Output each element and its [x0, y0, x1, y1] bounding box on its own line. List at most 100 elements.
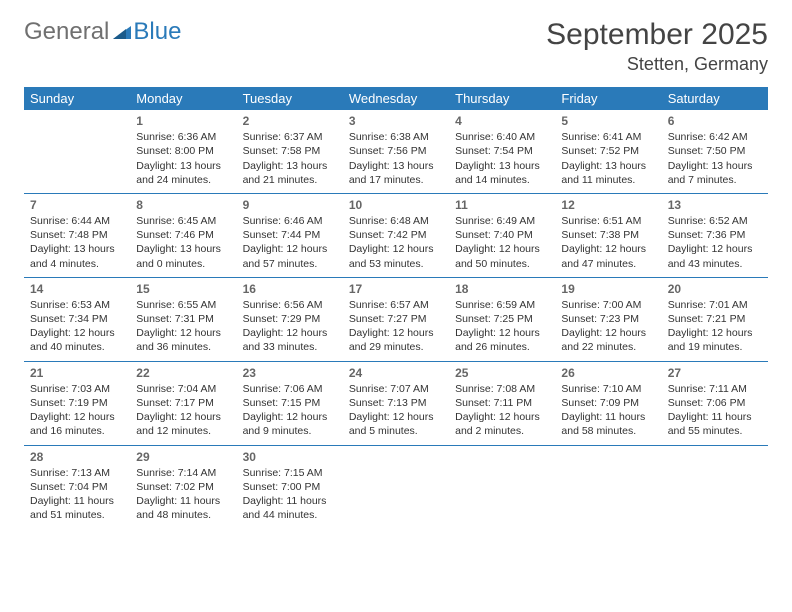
day-info-line: Sunset: 7:27 PM — [349, 312, 443, 326]
logo-triangle-icon — [113, 23, 131, 44]
calendar-empty — [555, 445, 661, 528]
day-info-line: Sunrise: 6:55 AM — [136, 298, 230, 312]
day-number: 24 — [349, 365, 443, 381]
day-info-line: Sunset: 7:44 PM — [243, 228, 337, 242]
day-number: 8 — [136, 197, 230, 213]
day-info-line: and 51 minutes. — [30, 508, 124, 522]
calendar-day: 8Sunrise: 6:45 AMSunset: 7:46 PMDaylight… — [130, 193, 236, 277]
day-info-line: Sunset: 7:38 PM — [561, 228, 655, 242]
day-info-line: Daylight: 12 hours — [243, 326, 337, 340]
calendar-day: 21Sunrise: 7:03 AMSunset: 7:19 PMDayligh… — [24, 361, 130, 445]
calendar-day: 18Sunrise: 6:59 AMSunset: 7:25 PMDayligh… — [449, 277, 555, 361]
day-number: 13 — [668, 197, 762, 213]
day-number: 4 — [455, 113, 549, 129]
calendar-week: 14Sunrise: 6:53 AMSunset: 7:34 PMDayligh… — [24, 277, 768, 361]
day-info-line: Sunrise: 7:10 AM — [561, 382, 655, 396]
day-info-line: Daylight: 12 hours — [349, 242, 443, 256]
day-info-line: Sunset: 7:34 PM — [30, 312, 124, 326]
calendar-day: 26Sunrise: 7:10 AMSunset: 7:09 PMDayligh… — [555, 361, 661, 445]
day-info-line: Sunrise: 6:52 AM — [668, 214, 762, 228]
calendar-day: 23Sunrise: 7:06 AMSunset: 7:15 PMDayligh… — [237, 361, 343, 445]
day-number: 28 — [30, 449, 124, 465]
calendar-day: 30Sunrise: 7:15 AMSunset: 7:00 PMDayligh… — [237, 445, 343, 528]
day-info-line: and 12 minutes. — [136, 424, 230, 438]
day-info-line: Sunset: 7:52 PM — [561, 144, 655, 158]
day-info-line: and 57 minutes. — [243, 257, 337, 271]
day-header: Saturday — [662, 87, 768, 110]
day-number: 15 — [136, 281, 230, 297]
calendar-day: 3Sunrise: 6:38 AMSunset: 7:56 PMDaylight… — [343, 110, 449, 193]
day-info-line: and 40 minutes. — [30, 340, 124, 354]
day-info-line: Daylight: 13 hours — [561, 159, 655, 173]
logo: General Blue — [24, 18, 181, 46]
day-info-line: Sunrise: 6:59 AM — [455, 298, 549, 312]
day-info-line: Sunrise: 6:49 AM — [455, 214, 549, 228]
day-info-line: Sunrise: 6:36 AM — [136, 130, 230, 144]
day-info-line: Daylight: 12 hours — [455, 410, 549, 424]
day-info-line: Sunrise: 7:08 AM — [455, 382, 549, 396]
calendar-day: 25Sunrise: 7:08 AMSunset: 7:11 PMDayligh… — [449, 361, 555, 445]
day-info-line: and 7 minutes. — [668, 173, 762, 187]
day-info-line: and 19 minutes. — [668, 340, 762, 354]
day-info-line: Sunrise: 6:46 AM — [243, 214, 337, 228]
calendar-day: 13Sunrise: 6:52 AMSunset: 7:36 PMDayligh… — [662, 193, 768, 277]
day-info-line: Daylight: 13 hours — [668, 159, 762, 173]
day-number: 17 — [349, 281, 443, 297]
day-number: 10 — [349, 197, 443, 213]
day-header: Sunday — [24, 87, 130, 110]
day-info-line: Sunset: 7:36 PM — [668, 228, 762, 242]
day-info-line: Sunrise: 6:37 AM — [243, 130, 337, 144]
day-info-line: Daylight: 12 hours — [349, 326, 443, 340]
day-info-line: Sunrise: 7:00 AM — [561, 298, 655, 312]
day-info-line: Sunset: 7:54 PM — [455, 144, 549, 158]
day-number: 1 — [136, 113, 230, 129]
calendar-day: 2Sunrise: 6:37 AMSunset: 7:58 PMDaylight… — [237, 110, 343, 193]
day-info-line: Daylight: 12 hours — [668, 326, 762, 340]
day-info-line: and 2 minutes. — [455, 424, 549, 438]
day-info-line: and 50 minutes. — [455, 257, 549, 271]
day-info-line: Sunrise: 6:53 AM — [30, 298, 124, 312]
calendar-empty — [449, 445, 555, 528]
day-info-line: Daylight: 11 hours — [668, 410, 762, 424]
day-info-line: Sunrise: 7:03 AM — [30, 382, 124, 396]
calendar-day: 7Sunrise: 6:44 AMSunset: 7:48 PMDaylight… — [24, 193, 130, 277]
day-info-line: Sunrise: 6:40 AM — [455, 130, 549, 144]
day-header: Thursday — [449, 87, 555, 110]
day-info-line: Daylight: 12 hours — [455, 326, 549, 340]
day-info-line: and 14 minutes. — [455, 173, 549, 187]
day-info-line: Sunrise: 6:51 AM — [561, 214, 655, 228]
day-number: 22 — [136, 365, 230, 381]
calendar-day: 19Sunrise: 7:00 AMSunset: 7:23 PMDayligh… — [555, 277, 661, 361]
day-number: 12 — [561, 197, 655, 213]
day-info-line: Daylight: 13 hours — [349, 159, 443, 173]
day-info-line: and 58 minutes. — [561, 424, 655, 438]
day-info-line: and 55 minutes. — [668, 424, 762, 438]
day-info-line: and 16 minutes. — [30, 424, 124, 438]
day-info-line: Sunset: 7:04 PM — [30, 480, 124, 494]
calendar-day: 16Sunrise: 6:56 AMSunset: 7:29 PMDayligh… — [237, 277, 343, 361]
day-info-line: Sunrise: 6:44 AM — [30, 214, 124, 228]
day-info-line: and 11 minutes. — [561, 173, 655, 187]
day-number: 26 — [561, 365, 655, 381]
calendar-day: 24Sunrise: 7:07 AMSunset: 7:13 PMDayligh… — [343, 361, 449, 445]
calendar-day: 14Sunrise: 6:53 AMSunset: 7:34 PMDayligh… — [24, 277, 130, 361]
day-info-line: Daylight: 13 hours — [136, 159, 230, 173]
day-info-line: and 53 minutes. — [349, 257, 443, 271]
day-info-line: Daylight: 13 hours — [136, 242, 230, 256]
day-number: 2 — [243, 113, 337, 129]
calendar-day: 29Sunrise: 7:14 AMSunset: 7:02 PMDayligh… — [130, 445, 236, 528]
day-header: Friday — [555, 87, 661, 110]
calendar-day: 10Sunrise: 6:48 AMSunset: 7:42 PMDayligh… — [343, 193, 449, 277]
day-info-line: Daylight: 12 hours — [243, 410, 337, 424]
day-info-line: and 48 minutes. — [136, 508, 230, 522]
day-info-line: Sunset: 7:00 PM — [243, 480, 337, 494]
calendar-day: 9Sunrise: 6:46 AMSunset: 7:44 PMDaylight… — [237, 193, 343, 277]
header: General Blue September 2025 Stetten, Ger… — [24, 18, 768, 75]
day-info-line: and 44 minutes. — [243, 508, 337, 522]
day-info-line: Sunset: 7:50 PM — [668, 144, 762, 158]
day-info-line: and 22 minutes. — [561, 340, 655, 354]
day-number: 18 — [455, 281, 549, 297]
day-number: 27 — [668, 365, 762, 381]
day-number: 19 — [561, 281, 655, 297]
day-info-line: Sunset: 7:40 PM — [455, 228, 549, 242]
